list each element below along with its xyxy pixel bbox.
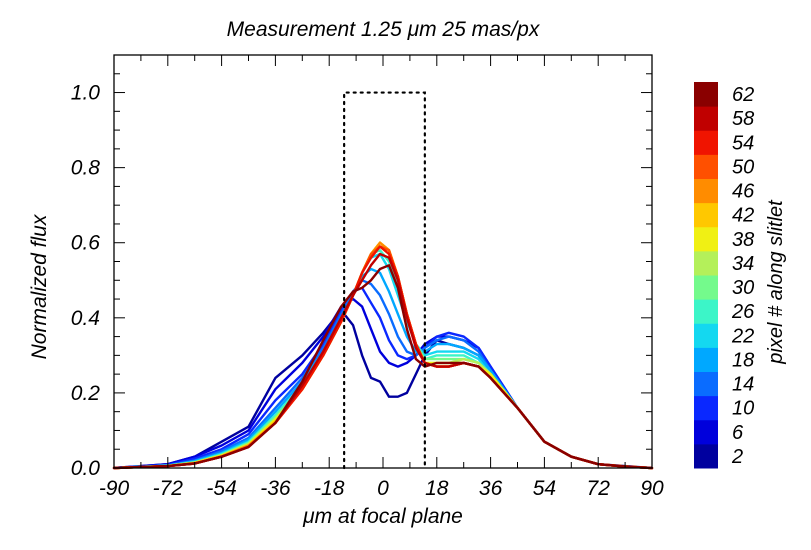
colorbar-swatch <box>694 202 718 228</box>
colorbar-tick-label: 30 <box>732 277 754 299</box>
series-line-pixel-62 <box>112 264 654 470</box>
y-tick-label: 0.0 <box>71 457 101 480</box>
x-tick-label: 0 <box>377 477 389 500</box>
colorbar-tick-label: 14 <box>732 374 754 396</box>
colorbar-label: pixel # along slitlet <box>765 199 787 365</box>
x-tick-label: 90 <box>640 477 664 500</box>
colorbar-swatch <box>694 154 718 179</box>
colorbar-swatch <box>694 299 718 324</box>
series-line-pixel-14 <box>112 279 654 470</box>
y-tick-label: 0.8 <box>71 157 101 180</box>
colorbar-swatch <box>694 419 718 445</box>
colorbar-tick-label: 18 <box>732 349 754 371</box>
colorbar-tick-label: 62 <box>732 84 754 106</box>
colorbar-swatch <box>694 106 718 131</box>
colorbar-tick-label: 58 <box>732 108 754 130</box>
colorbar-tick-label: 26 <box>731 301 755 323</box>
colorbar-swatch <box>694 82 718 107</box>
y-tick-label: 1.0 <box>71 82 101 105</box>
colorbar-tick-label: 22 <box>731 325 754 347</box>
series-layer <box>112 91 654 470</box>
colorbar-tick-label: 50 <box>732 156 754 178</box>
series-line-pixel-2 <box>112 309 654 470</box>
y-tick-label: 0.6 <box>71 232 101 255</box>
colorbar-swatch <box>694 347 718 372</box>
x-tick-label: -36 <box>260 477 291 500</box>
colorbar-swatch <box>694 275 718 300</box>
x-axis-label: μm at focal plane <box>302 505 463 528</box>
y-tick-label: 0.2 <box>71 382 101 405</box>
series-line-pixel-22 <box>112 252 654 470</box>
tick-layer <box>113 54 653 469</box>
series-line-pixel-10 <box>112 286 654 470</box>
x-tick-label: 18 <box>425 477 449 500</box>
colorbar-swatch <box>694 250 718 276</box>
colorbar-tick-label: 38 <box>732 229 754 251</box>
colorbar-swatch <box>694 226 718 252</box>
colorbar-tick-label: 54 <box>732 132 754 154</box>
y-tick-label: 0.4 <box>71 307 100 330</box>
colorbar-tick-label: 42 <box>732 205 754 227</box>
tick-label-layer: -90 -72 -54 -36 -18 0 18 36 54 72 90 0.0 0.2 0.4 0.6 0.… <box>71 82 664 500</box>
x-tick-label: -54 <box>206 477 236 500</box>
colorbar-tick-label: 46 <box>732 181 755 203</box>
colorbar-swatch <box>694 371 718 397</box>
x-tick-label: -90 <box>99 477 130 500</box>
x-tick-label: -18 <box>314 477 345 500</box>
colorbar-tick-label: 2 <box>731 446 743 468</box>
series-line-pixel-58 <box>112 252 654 470</box>
colorbar-swatch <box>694 178 718 204</box>
colorbar-swatch <box>694 443 718 469</box>
x-tick-label: 54 <box>533 477 556 500</box>
colorbar-tick-label: 10 <box>732 398 754 420</box>
x-tick-label: 72 <box>587 477 611 500</box>
colorbar-swatch <box>694 323 718 348</box>
x-tick-label: 36 <box>479 477 503 500</box>
colorbar-tick-label: 34 <box>732 253 754 275</box>
y-axis-label: Normalized flux <box>28 213 51 359</box>
series-line-pixel-26 <box>112 248 654 470</box>
colorbar-tick-label: 6 <box>732 422 744 444</box>
colorbar-swatch <box>694 130 718 155</box>
x-tick-label: -72 <box>153 477 184 500</box>
colorbar-swatch <box>694 395 718 421</box>
chart-title: Measurement 1.25 μm 25 mas/px <box>227 18 541 41</box>
slit-box-dotted <box>343 91 426 470</box>
plot-frame <box>113 54 653 469</box>
